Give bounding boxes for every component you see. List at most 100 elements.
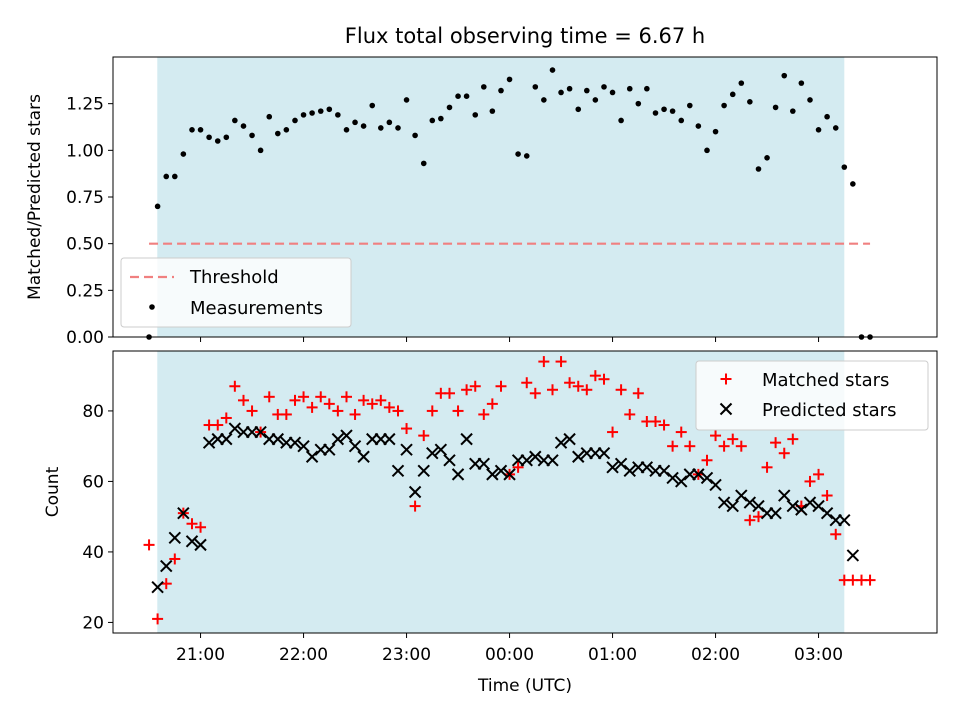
matched-star-point [495,380,507,392]
measurement-point [738,80,745,86]
measurement-point [163,173,170,180]
matched-star-point [761,461,773,473]
predicted-star-point [323,443,336,456]
y-tick-label: 0.50 [66,235,104,255]
measurement-point [772,104,779,111]
bottom-panel: 20 40 60 80 21:00 22:00 23:00 00:00 01:00 02:00 0… [43,350,938,696]
predicted-star-point [391,464,405,478]
measurement-point [292,117,298,124]
predicted-star-point [709,478,722,492]
matched-star-point [512,461,524,473]
legend-measurements-label: Measurements [190,298,323,319]
measurement-point [618,117,624,124]
measurement-point [790,108,796,114]
predicted-star-point [331,432,345,446]
measurement-point [489,108,496,114]
measurement-point [609,89,616,96]
legend-predicted-label: Predicted stars [762,400,896,421]
measurement-point [266,113,273,120]
predicted-star-point [529,450,542,463]
matched-star-point [461,384,473,396]
predicted-star-point [426,447,439,460]
matched-star-point [864,574,876,586]
matched-star-point [735,440,747,452]
matched-star-point [229,380,241,392]
measurement-point [712,128,719,135]
matched-star-point [220,412,232,424]
matched-star-point [589,370,601,382]
top-x-ticks [200,337,820,342]
matched-star-point [392,405,404,417]
predicted-star-point [271,432,285,446]
predicted-star-point [546,454,559,467]
measurement-point [412,132,418,139]
predicted-star-point [820,506,834,520]
matched-star-point [624,408,636,420]
measurement-point [549,67,556,73]
matched-star-point [444,387,456,399]
bottom-y-ticks: 20 40 60 80 [82,402,113,633]
measurement-point [566,85,573,92]
predicted-star-point [786,499,800,513]
matched-star-point [383,401,395,413]
measurement-point [541,97,547,103]
predicted-stars-points [151,422,860,594]
top-plot-frame [112,56,938,338]
predicted-star-point [778,489,791,502]
measurement-point [798,80,805,86]
predicted-star-point [743,496,757,509]
predicted-star-point [486,468,499,481]
predicted-star-point [803,496,817,509]
x-tick-label: 23:00 [382,645,431,665]
measurement-point [455,93,461,99]
matched-star-point [787,433,799,445]
predicted-star-point [657,464,671,478]
matched-star-point [667,440,679,452]
legend-plus-marker [720,373,732,385]
matched-star-point [744,514,756,526]
measurement-point [343,127,350,133]
predicted-star-point [383,432,396,446]
bottom-y-axis-label: Count [43,466,63,517]
top-legend: Threshold Measurements [120,257,352,328]
predicted-star-point [460,432,473,446]
measurement-point [154,203,161,210]
matched-star-point [564,377,576,389]
matched-star-point [675,426,687,438]
matched-star-point [289,394,301,406]
matched-star-point [778,447,790,459]
x-axis-label: Time (UTC) [477,676,572,696]
measurement-point [352,119,358,126]
predicted-star-point [614,457,628,471]
y-tick-label: 1.00 [66,141,104,161]
matched-star-point [821,490,833,502]
predicted-star-point [305,450,319,463]
matched-star-point [349,408,361,420]
predicted-star-point [477,457,491,471]
x-tick-label: 00:00 [485,645,534,665]
measurement-point [635,100,642,107]
matched-star-point [418,430,430,442]
measurement-point [180,151,187,157]
bottom-x-ticks: 21:00 22:00 23:00 00:00 01:00 02:00 03:00 [176,633,843,665]
measurement-point [429,117,436,124]
matched-star-point [186,518,198,530]
predicted-star-point [692,468,705,481]
predicted-star-point [177,506,190,520]
matched-star-point [469,380,481,392]
measurement-point [197,127,204,133]
matched-star-point [830,528,842,540]
predicted-star-point [752,499,765,513]
predicted-star-point [254,425,267,439]
predicted-star-point [451,468,465,481]
matched-star-point [160,578,172,590]
legend-measurements-swatch [149,304,155,310]
measurement-point [335,112,341,118]
measurement-point [747,99,753,105]
y-tick-label: 0.75 [66,188,104,208]
measurement-point [172,173,178,180]
predicted-star-point [726,499,739,513]
matched-star-point [727,433,739,445]
matched-star-point [341,391,353,403]
